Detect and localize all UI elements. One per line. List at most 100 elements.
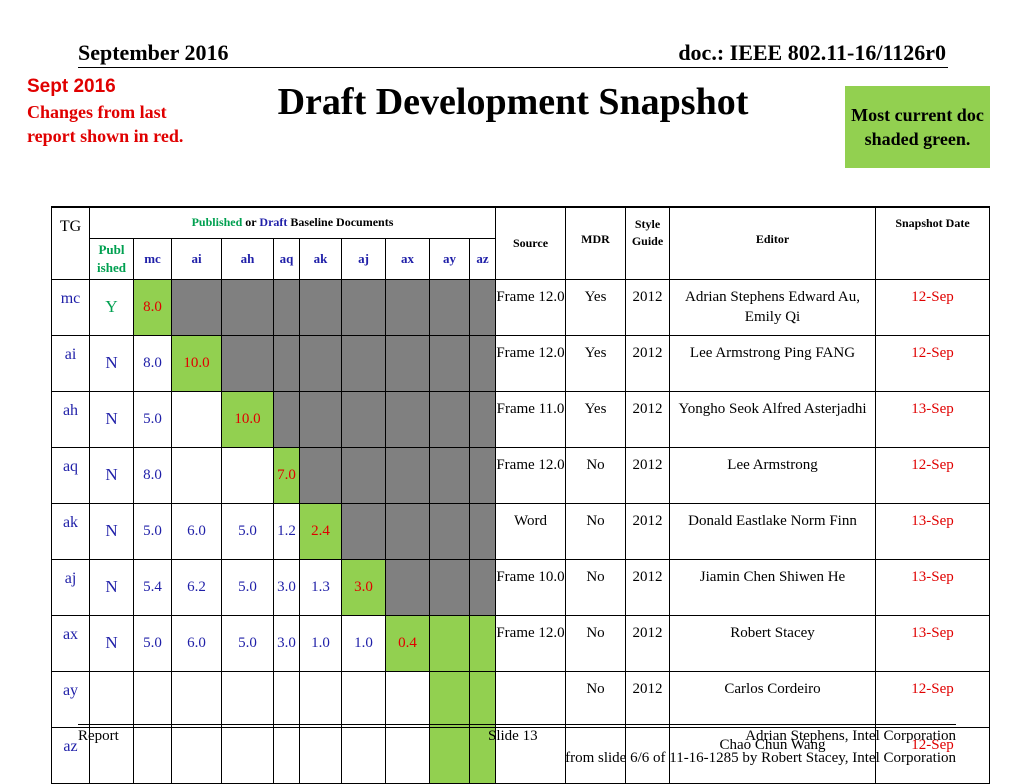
row-doc-ai (171, 278, 222, 336)
row-doc-aq: 1.2 (273, 502, 300, 560)
row-doc-mc: 5.0 (133, 390, 172, 448)
row-style: 2012 (625, 614, 670, 672)
row-doc-mc: 8.0 (133, 334, 172, 392)
table-subheader-row: Publ ished mc ai ah aq ak aj ax ay az (52, 237, 990, 280)
table-row-ay: ay No 2012 Carlos Cordeiro 12-Sep (51, 670, 990, 728)
row-editor: Jiamin Chen Shiwen He (669, 558, 876, 616)
row-doc-aj (341, 334, 386, 392)
row-doc-ay (429, 390, 470, 448)
row-doc-ax (385, 278, 430, 336)
row-doc-aj (341, 278, 386, 336)
row-doc-ay (429, 334, 470, 392)
header-baseline-draft: Draft (259, 215, 288, 230)
footer-from: from slide 6/6 of 11-16-1285 by Robert S… (565, 750, 956, 766)
row-doc-ay (429, 278, 470, 336)
row-doc-ai: 6.2 (171, 558, 222, 616)
row-doc-ax (385, 334, 430, 392)
row-tg: ah (51, 390, 90, 448)
row-style: 2012 (625, 558, 670, 616)
header-divider (78, 67, 948, 68)
row-published: N (89, 446, 134, 504)
header-snapshot-date: Snapshot Date (875, 206, 990, 280)
header-col-ak: ak (299, 237, 342, 280)
row-doc-ak (299, 278, 342, 336)
row-published: Y (89, 278, 134, 336)
row-tg: aq (51, 446, 90, 504)
row-date: 13-Sep (875, 614, 990, 672)
row-doc-ai: 10.0 (171, 334, 222, 392)
note-changes: Changes from last report shown in red. (27, 102, 184, 146)
row-doc-ai (171, 726, 222, 784)
table-row-ak: ak N 5.0 6.0 5.0 1.2 2.4 Word No 2012 Donald Eastl… (51, 502, 990, 560)
row-style: 2012 (625, 670, 670, 728)
row-doc-ai (171, 446, 222, 504)
row-tg: ak (51, 502, 90, 560)
row-doc-aq (273, 390, 300, 448)
row-editor: Adrian Stephens Edward Au, Emily Qi (669, 278, 876, 336)
table-row-ax: ax N 5.0 6.0 5.0 3.0 1.0 1.0 0.4 Frame 12.0 No 2012… (51, 614, 990, 672)
row-editor: Robert Stacey (669, 614, 876, 672)
footer-slide: Slide 13 (488, 728, 538, 744)
row-published: N (89, 390, 134, 448)
row-doc-ax (385, 390, 430, 448)
row-doc-aj: 1.0 (341, 614, 386, 672)
row-published (89, 670, 134, 728)
row-style: 2012 (625, 334, 670, 392)
note-label: Sept 2016 (27, 76, 116, 97)
snapshot-table-body: TG Published or Draft Baseline Documents… (51, 206, 990, 784)
row-editor: Donald Eastlake Norm Finn (669, 502, 876, 560)
row-doc-ax (385, 670, 430, 728)
row-doc-mc: 5.0 (133, 614, 172, 672)
row-published: N (89, 614, 134, 672)
row-doc-ak (299, 670, 342, 728)
header-baseline-published: Published (191, 215, 243, 230)
row-date: 13-Sep (875, 558, 990, 616)
row-doc-ay (429, 502, 470, 560)
row-mdr: No (565, 614, 626, 672)
row-doc-az (469, 502, 496, 560)
row-style: 2012 (625, 502, 670, 560)
row-mdr: No (565, 558, 626, 616)
row-doc-ax (385, 726, 430, 784)
row-source (495, 670, 566, 728)
row-tg: aj (51, 558, 90, 616)
row-tg: mc (51, 278, 90, 336)
row-doc-ak: 2.4 (299, 502, 342, 560)
row-date: 12-Sep (875, 278, 990, 336)
row-published: N (89, 558, 134, 616)
row-date: 13-Sep (875, 390, 990, 448)
row-source: Frame 12.0 (495, 334, 566, 392)
row-doc-aq (273, 334, 300, 392)
table-row-aq: aq N 8.0 7.0 Frame 12.0 No 2012 Lee Armstrong 12… (51, 446, 990, 504)
header-col-ay: ay (429, 237, 470, 280)
row-source: Frame 12.0 (495, 446, 566, 504)
row-mdr: Yes (565, 278, 626, 336)
row-doc-ah (221, 334, 274, 392)
header-col-ai: ai (171, 237, 222, 280)
header-col-az: az (469, 237, 496, 280)
row-style: 2012 (625, 446, 670, 504)
row-doc-az (469, 614, 496, 672)
table-row-ah: ah N 5.0 10.0 Frame 11.0 Yes 2012 Yongho Seok A… (51, 390, 990, 448)
row-doc-aj (341, 670, 386, 728)
row-doc-az (469, 334, 496, 392)
row-doc-aq (273, 726, 300, 784)
row-editor: Lee Armstrong Ping FANG (669, 334, 876, 392)
row-doc-ah (221, 670, 274, 728)
header-mdr: MDR (565, 206, 626, 280)
row-doc-ak (299, 390, 342, 448)
row-style: 2012 (625, 278, 670, 336)
row-date: 12-Sep (875, 670, 990, 728)
header-baseline-or: or (242, 215, 260, 230)
row-doc-mc (133, 726, 172, 784)
row-doc-mc (133, 670, 172, 728)
row-tg: ay (51, 670, 90, 728)
row-doc-ak (299, 446, 342, 504)
header-date: September 2016 (78, 40, 229, 65)
row-doc-az (469, 446, 496, 504)
row-doc-ay (429, 446, 470, 504)
row-doc-ay (429, 558, 470, 616)
legend-box: Most current doc shaded green. (845, 86, 990, 168)
row-doc-mc: 8.0 (133, 446, 172, 504)
table-row-aj: aj N 5.4 6.2 5.0 3.0 1.3 3.0 Frame 10.0 No 2012 Jia… (51, 558, 990, 616)
